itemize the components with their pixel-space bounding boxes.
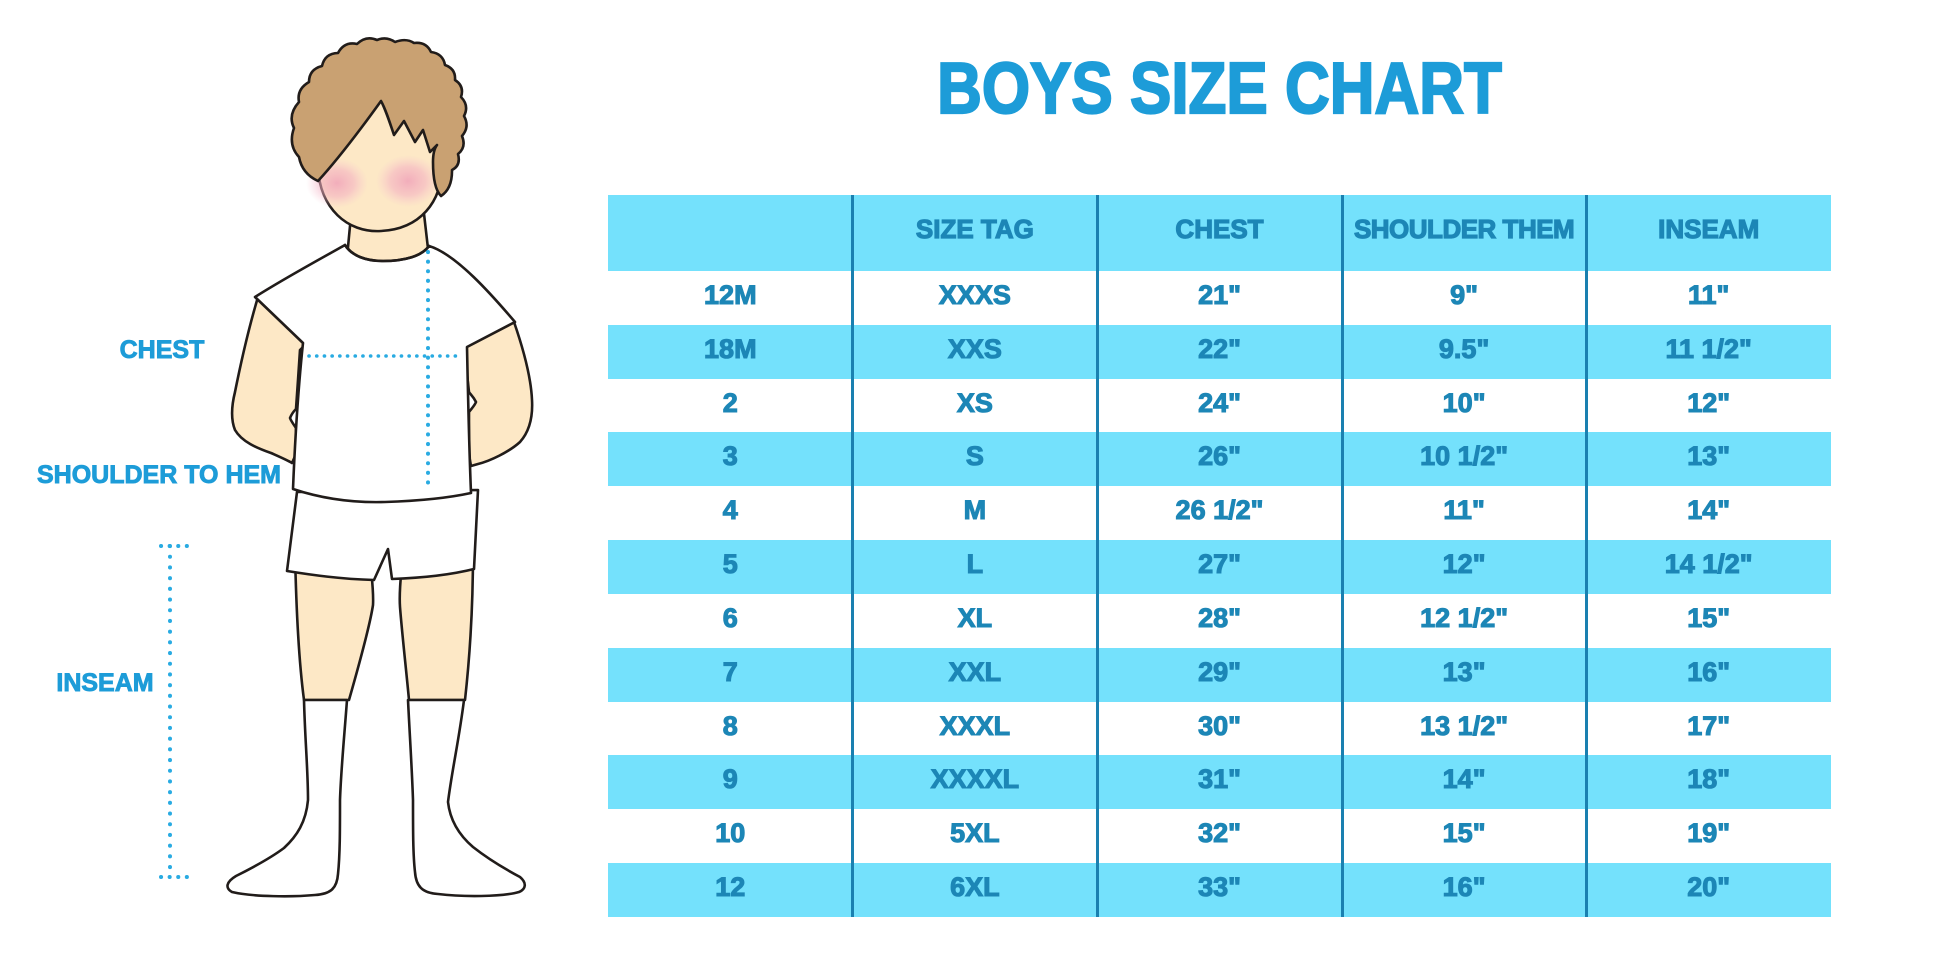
svg-text:SHOULDER TO HEM: SHOULDER TO HEM [37,461,281,489]
svg-text:CHEST: CHEST [120,336,205,364]
svg-text:INSEAM: INSEAM [56,669,153,697]
